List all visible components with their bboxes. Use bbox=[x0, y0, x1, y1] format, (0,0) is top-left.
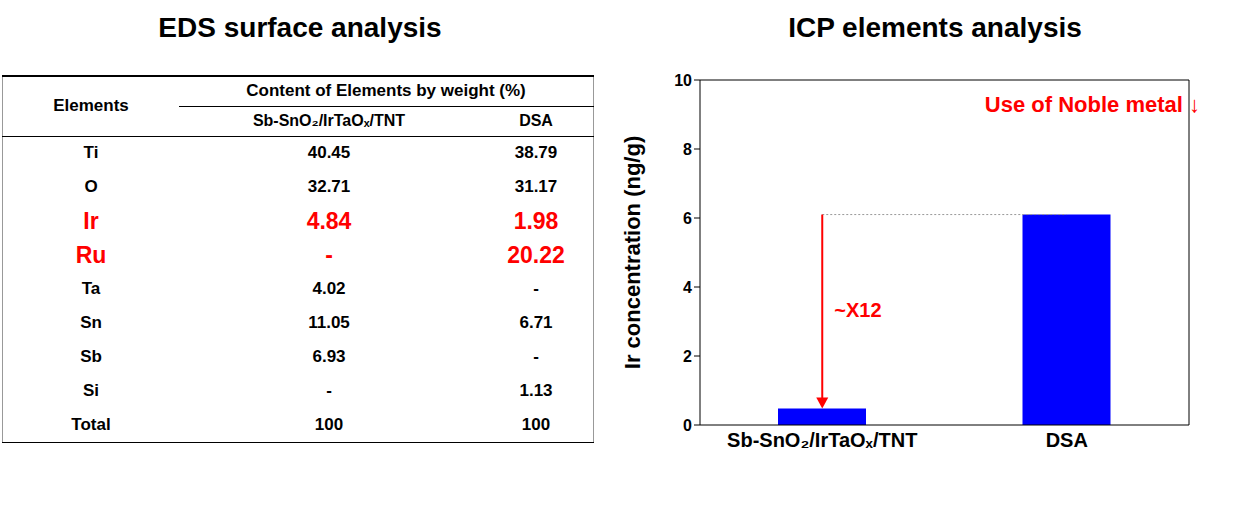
svg-text:~X12: ~X12 bbox=[834, 299, 881, 321]
html-text:ICP elements analysis: ICP elements analysis bbox=[788, 12, 1082, 43]
html-text:Ru: Ru bbox=[75, 241, 107, 268]
html-text:Ta: Ta bbox=[81, 279, 101, 298]
html-text:11.05: 11.05 bbox=[308, 313, 350, 332]
html-text:Sn: Sn bbox=[80, 313, 102, 332]
svg-text:Ir concentration (ng/g): Ir concentration (ng/g) bbox=[620, 136, 645, 369]
html-text:100: 100 bbox=[521, 414, 551, 434]
html-text:Sb-SnO₂/IrTaOₓ/TNT: Sb-SnO₂/IrTaOₓ/TNT bbox=[252, 112, 406, 129]
html-text:Sb: Sb bbox=[80, 347, 102, 366]
svg-text:DSA: DSA bbox=[1046, 429, 1088, 451]
html-text:40.45: 40.45 bbox=[307, 143, 351, 163]
html-text:4.84: 4.84 bbox=[306, 207, 352, 234]
svg-text:2: 2 bbox=[683, 348, 692, 365]
html-text:Ti: Ti bbox=[83, 143, 99, 163]
svg-text:4: 4 bbox=[683, 279, 692, 296]
html-text:32.71: 32.71 bbox=[307, 177, 351, 196]
html-text:Elements: Elements bbox=[53, 96, 129, 116]
html-text:Si: Si bbox=[83, 381, 99, 400]
html-text:1.98: 1.98 bbox=[513, 207, 559, 234]
html-text:38.79: 38.79 bbox=[514, 143, 558, 163]
html-text:Content of Elements by weight: Content of Elements by weight (%) bbox=[246, 81, 526, 101]
svg-text:10: 10 bbox=[674, 72, 692, 89]
svg-text:8: 8 bbox=[683, 141, 692, 158]
html-text:EDS surface analysis: EDS surface analysis bbox=[158, 12, 442, 43]
html-text:1.13: 1.13 bbox=[519, 381, 553, 400]
html-text:O: O bbox=[84, 177, 98, 196]
html-text:20.22: 20.22 bbox=[507, 241, 565, 268]
html-text:100: 100 bbox=[314, 414, 344, 434]
html-text:31.17: 31.17 bbox=[514, 177, 558, 196]
html-text:4.02: 4.02 bbox=[312, 279, 346, 298]
html-text:Total: Total bbox=[71, 414, 111, 434]
svg-text:6: 6 bbox=[683, 210, 692, 227]
svg-text:Sb-SnO₂/IrTaOₓ/TNT: Sb-SnO₂/IrTaOₓ/TNT bbox=[727, 429, 917, 451]
svg-text:0: 0 bbox=[683, 417, 692, 434]
html-text:6.93: 6.93 bbox=[312, 347, 346, 366]
html-text:DSA: DSA bbox=[519, 112, 553, 129]
html-text:6.71: 6.71 bbox=[519, 313, 553, 332]
html-text:Ir: Ir bbox=[83, 207, 99, 234]
html-text:Use of Noble metal ↓: Use of Noble metal ↓ bbox=[984, 92, 1200, 117]
